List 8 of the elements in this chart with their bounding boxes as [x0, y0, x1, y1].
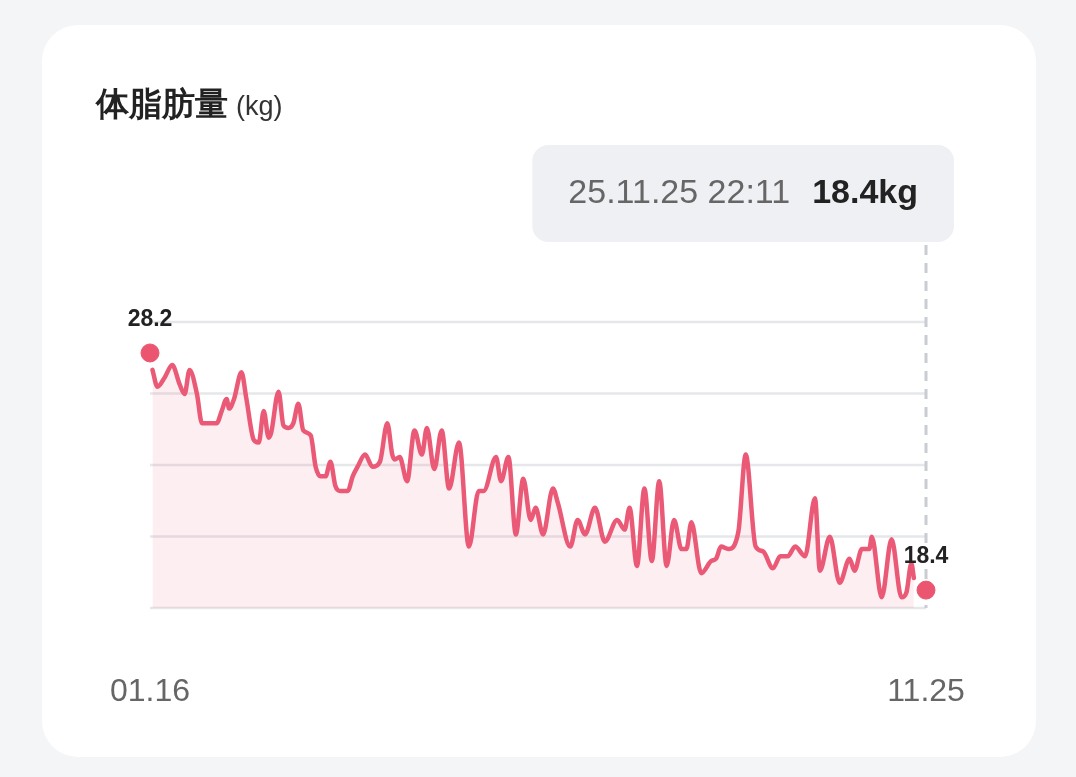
- text: 18.4kg: [812, 171, 919, 210]
- chart-title: 体脂肪量: [96, 84, 228, 123]
- chart-subtitle: (kg): [236, 91, 283, 121]
- text: 25.11.25 22:11: [568, 171, 791, 210]
- data-label: 18.4: [903, 542, 949, 569]
- x-tick-label: 01.16: [109, 671, 191, 708]
- data-label: 28.2: [127, 305, 173, 332]
- x-tick-label: 11.25: [887, 671, 965, 708]
